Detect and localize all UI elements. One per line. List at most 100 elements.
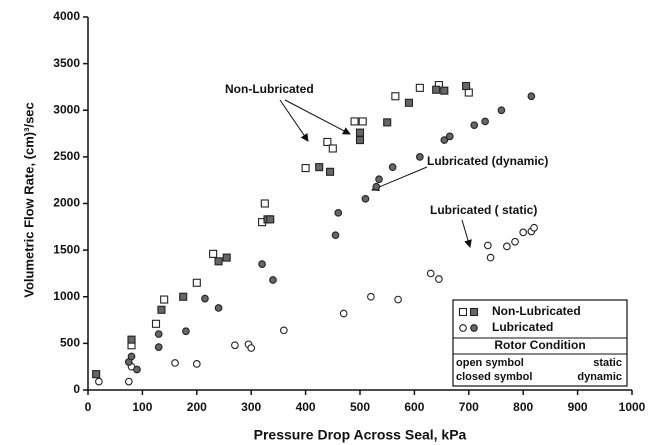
point (160, 295, 169, 304)
point (192, 278, 201, 287)
x-tick-label: 0 (85, 400, 92, 414)
legend-box (452, 299, 628, 387)
point (171, 359, 179, 367)
point (355, 136, 365, 145)
y-tick-label: 4000 (53, 9, 80, 23)
point (182, 327, 190, 336)
point (157, 305, 166, 314)
point (269, 276, 277, 284)
point (391, 92, 400, 101)
point (432, 85, 441, 94)
legend-icon (458, 307, 468, 317)
point (483, 241, 492, 250)
point (440, 86, 449, 95)
y-axis-label: Volumetric Flow Rate, (cm)³/sec (21, 102, 36, 298)
point (301, 164, 310, 173)
legend-note-title: Rotor Condition (494, 338, 585, 352)
point (375, 175, 383, 184)
point (445, 132, 454, 141)
y-tick-label: 2500 (53, 149, 80, 163)
point (372, 182, 381, 191)
x-tick-label: 400 (296, 400, 316, 414)
x-tick-label: 300 (241, 400, 261, 414)
point (92, 370, 101, 379)
point (151, 319, 161, 328)
arrow (371, 166, 428, 191)
point (511, 237, 519, 246)
legend-note-condition: dynamic (577, 371, 622, 383)
annotation: Lubricated (dynamic) (427, 154, 548, 168)
x-tick-label: 700 (459, 400, 479, 414)
point (260, 199, 269, 208)
point (426, 269, 435, 278)
legend-note-symbol: open symbol (456, 357, 524, 369)
x-tick-label: 1000 (619, 400, 646, 414)
point (315, 163, 324, 172)
point (383, 118, 392, 127)
arrow (461, 219, 472, 248)
point (214, 257, 223, 266)
x-tick-label: 500 (350, 400, 370, 414)
point (266, 215, 275, 224)
point (355, 128, 365, 137)
point (247, 344, 256, 352)
point (462, 81, 471, 91)
point (231, 341, 239, 350)
point (326, 167, 335, 176)
point (503, 242, 511, 251)
point (192, 360, 201, 368)
legend-icon (470, 324, 478, 332)
x-tick-label: 900 (568, 400, 588, 414)
x-tick-label: 800 (513, 400, 533, 414)
x-tick-label: 200 (187, 400, 207, 414)
point (133, 365, 141, 374)
point (339, 309, 348, 318)
y-tick-label: 2000 (53, 196, 80, 210)
point (222, 253, 231, 262)
point (435, 275, 443, 283)
point (258, 260, 266, 268)
point (394, 295, 402, 304)
point (214, 304, 223, 312)
point (464, 88, 473, 97)
point (440, 136, 449, 144)
y-tick-label: 1000 (53, 289, 80, 303)
point (497, 106, 506, 115)
point (361, 194, 370, 203)
legend-icon (459, 324, 467, 332)
annotation: Non-Lubricated (225, 82, 314, 96)
point (481, 117, 489, 126)
point (367, 292, 375, 301)
point (201, 294, 209, 303)
point (350, 117, 359, 126)
point (388, 163, 397, 171)
point (470, 121, 479, 130)
legend-label: Lubricated (492, 320, 553, 334)
point (323, 137, 332, 147)
arrow (284, 99, 351, 135)
point (179, 292, 188, 301)
point (415, 83, 424, 92)
x-tick-label: 100 (132, 400, 152, 414)
point (358, 117, 367, 126)
point (519, 228, 528, 237)
point (127, 335, 136, 344)
point (486, 253, 495, 262)
point (527, 92, 536, 101)
point (279, 326, 288, 335)
y-tick-label: 3500 (53, 56, 80, 70)
legend-label: Non-Lubricated (492, 304, 581, 318)
annotation: Lubricated ( static) (430, 203, 537, 217)
point (154, 343, 163, 351)
point (404, 98, 414, 107)
x-tick-label: 600 (404, 400, 424, 414)
point (415, 153, 424, 161)
legend-note-symbol: closed symbol (456, 371, 532, 383)
point (334, 208, 343, 217)
point (328, 144, 337, 153)
point (331, 231, 340, 240)
y-tick-label: 500 (60, 336, 80, 350)
point (124, 377, 133, 386)
legend-note-condition: static (593, 357, 622, 369)
legend-icon (469, 307, 479, 317)
